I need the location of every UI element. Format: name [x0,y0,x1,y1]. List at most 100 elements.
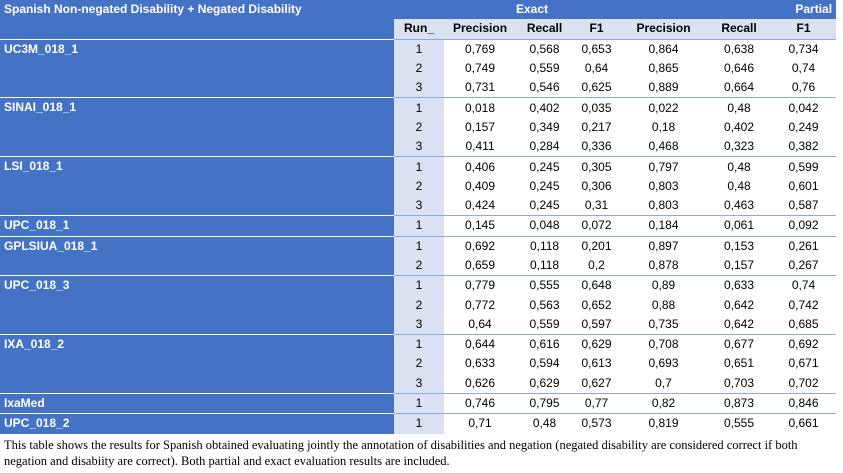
metric-cell: 0,873 [707,392,772,414]
metric-cell: 0,702 [771,373,837,394]
metric-cell: 0,559 [516,314,574,335]
metric-cell: 0,555 [516,275,574,296]
column-header: Precision [620,19,708,40]
table-row: 3 0,626 0,629 0,627 0,7 0,703 0,702 [0,373,837,394]
metric-cell: 0,48 [707,97,772,118]
metric-cell: 0,022 [620,97,708,118]
metric-cell: 0,795 [516,392,574,414]
metric-cell: 0,284 [516,137,574,157]
metric-cell: 0,677 [707,334,772,355]
system-name-cell: IXA_018_2 [0,334,394,394]
run-cell: 1 [394,334,445,355]
metric-cell: 0,878 [620,255,708,276]
table-row: 2 0,749 0,559 0,64 0,865 0,646 0,74 [0,58,837,79]
metric-cell: 0,633 [707,275,772,296]
metric-cell: 0,217 [573,117,621,138]
metric-cell: 0,336 [573,137,621,157]
metric-cell: 0,685 [771,314,837,335]
run-cell: 2 [394,354,445,374]
table-header-row: Spanish Non-negated Disability + Negated… [0,0,837,20]
metric-cell: 0,889 [620,78,708,98]
metric-cell: 0,89 [620,275,708,296]
run-cell: 3 [394,373,445,394]
system-name-cell: SINAI_018_1 [0,97,394,157]
metric-cell: 0,629 [573,334,621,355]
table-row: UPC_018_2 1 0,71 0,48 0,573 0,819 0,555 0,661 [0,413,837,434]
table-row: SINAI_018_1 1 0,018 0,402 0,035 0,022 0,48 0,04… [0,97,837,157]
table-row: IxaMed 1 0,746 0,795 0,77 0,82 0,873 0,846 [0,392,837,414]
results-table: Spanish Non-negated Disability + Negated… [0,0,837,434]
metric-cell: 0,061 [707,215,772,237]
metric-cell: 0,573 [573,413,621,434]
column-header-row: Run_ Precision Recall F1 Precision Recal… [0,19,837,40]
metric-cell: 0,035 [573,97,621,118]
run-cell: 2 [394,176,445,196]
metric-cell: 0,463 [707,195,772,216]
metric-cell: 0,597 [573,314,621,335]
metric-cell: 0,48 [707,156,772,177]
metric-cell: 0,2 [573,255,621,276]
metric-cell: 0,627 [573,373,621,394]
metric-cell: 0,145 [444,215,517,237]
run-cell: 2 [394,58,445,79]
run-cell: 2 [394,117,445,138]
run-cell: 1 [394,215,445,237]
metric-cell: 0,692 [444,235,517,256]
metric-cell: 0,18 [620,117,708,138]
system-name-cell: UPC_018_2 [0,413,394,434]
table-row: UPC_018_1 1 0,145 0,048 0,072 0,184 0,061 0,092 [0,215,837,237]
metric-cell: 0,306 [573,176,621,196]
metric-cell: 0,613 [573,354,621,374]
group-exact-header: Exact [444,0,621,20]
metric-cell: 0,382 [771,137,837,157]
metric-cell: 0,653 [573,38,621,59]
metric-cell: 0,803 [620,195,708,216]
column-header: Run_ [394,19,445,40]
table-row: 3 0,731 0,546 0,625 0,889 0,664 0,76 [0,78,837,98]
metric-cell: 0,629 [516,373,574,394]
metric-cell: 0,865 [620,58,708,79]
column-header: Recall [516,19,574,40]
metric-cell: 0,118 [516,255,574,276]
run-cell: 1 [394,235,445,256]
metric-cell: 0,018 [444,97,517,118]
table-row: UC3M_018_1 1 0,769 0,568 0,653 0,864 0,638 0,73… [0,38,837,98]
column-header: F1 [573,19,621,40]
metric-cell: 0,411 [444,137,517,157]
system-name-cell: IxaMed [0,392,394,414]
metric-cell: 0,616 [516,334,574,355]
metric-cell: 0,693 [620,354,708,374]
metric-cell: 0,048 [516,215,574,237]
run-cell: 1 [394,38,445,59]
run-cell: 1 [394,275,445,296]
run-cell: 3 [394,137,445,157]
metric-cell: 0,599 [771,156,837,177]
metric-cell: 0,71 [444,413,517,434]
metric-cell: 0,731 [444,78,517,98]
metric-cell: 0,638 [707,38,772,59]
metric-cell: 0,671 [771,354,837,374]
table-row: GPLSIUA_018_1 1 0,692 0,118 0,201 0,897 0,153 0… [0,235,837,276]
table-row: 3 0,424 0,245 0,31 0,803 0,463 0,587 [0,195,837,216]
metric-cell: 0,424 [444,195,517,216]
metric-cell: 0,735 [620,314,708,335]
metric-cell: 0,703 [707,373,772,394]
metric-cell: 0,746 [444,392,517,414]
metric-cell: 0,64 [573,58,621,79]
system-name-cell: GPLSIUA_018_1 [0,235,394,276]
metric-cell: 0,201 [573,235,621,256]
metric-cell: 0,559 [516,58,574,79]
table-caption: This table shows the results for Spanish… [4,438,798,468]
run-cell: 2 [394,255,445,276]
table-row: 3 0,64 0,559 0,597 0,735 0,642 0,685 [0,314,837,335]
metric-cell: 0,245 [516,176,574,196]
metric-cell: 0,31 [573,195,621,216]
metric-cell: 0,601 [771,176,837,196]
metric-cell: 0,734 [771,38,837,59]
system-name-cell: UPC_018_1 [0,215,394,237]
run-cell: 1 [394,156,445,177]
table-row: 2 0,772 0,563 0,652 0,88 0,642 0,742 [0,295,837,315]
metric-cell: 0,568 [516,38,574,59]
metric-cell: 0,249 [771,117,837,138]
